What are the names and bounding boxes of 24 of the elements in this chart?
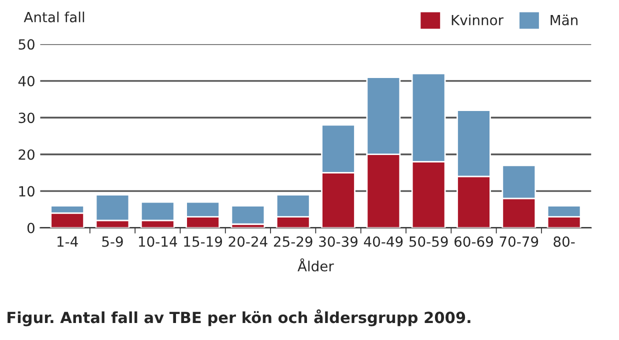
x-tick-label: 25-29 bbox=[274, 236, 312, 247]
legend-label: Män bbox=[550, 14, 578, 26]
x-tick-label: 30-39 bbox=[319, 236, 358, 247]
x-tick-label: 70-79 bbox=[500, 236, 538, 247]
bar bbox=[230, 205, 266, 225]
x-tick-label: 50-59 bbox=[409, 236, 448, 247]
y-axis-title: Antal fall bbox=[24, 12, 84, 22]
y-tick-label: 30 bbox=[18, 112, 34, 124]
y-tick-label: 20 bbox=[18, 149, 34, 160]
y-tick-label: 50 bbox=[18, 39, 34, 50]
x-tick-label: 10-14 bbox=[138, 236, 178, 247]
x-tick-label: 40-49 bbox=[364, 236, 403, 247]
x-tick-label: 1-4 bbox=[58, 236, 78, 247]
y-tick-label: 10 bbox=[19, 186, 34, 197]
x-axis-title: Ålder bbox=[298, 258, 334, 272]
x-tick-label: 60-69 bbox=[454, 236, 493, 247]
legend-label: Kvinnor bbox=[452, 14, 504, 26]
x-tick-label: 15-19 bbox=[184, 236, 222, 247]
x-tick-label: 5-9 bbox=[102, 236, 123, 247]
x-tick-label: 80- bbox=[554, 236, 575, 247]
text: Figur. Antal fall av TBE per kön och åldersgrupp 2009. bbox=[8, 309, 470, 326]
x-tick-label: 20-24 bbox=[228, 236, 268, 247]
y-tick-label: 0 bbox=[27, 222, 34, 234]
y-tick-label: 40 bbox=[18, 76, 34, 86]
